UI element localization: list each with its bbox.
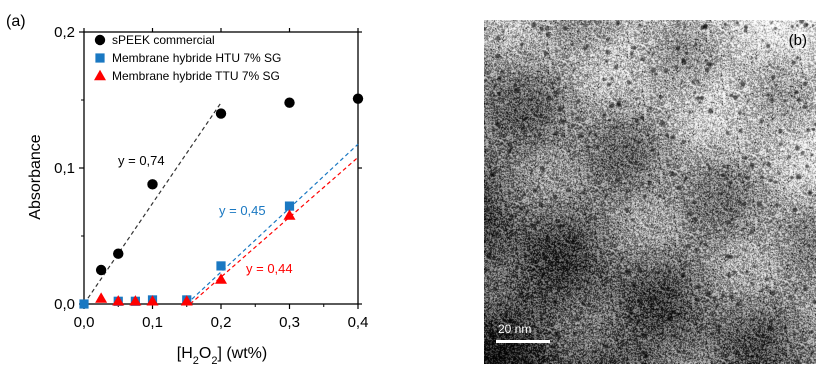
x-tick-label: 0,0 bbox=[74, 314, 95, 331]
panel-b-label: (b) bbox=[787, 32, 808, 49]
fit-label-3: y = 0,44 bbox=[246, 261, 293, 276]
scale-bar-label: 20 nm bbox=[498, 322, 532, 336]
fit-line-1 bbox=[83, 102, 222, 305]
data-point-s3 bbox=[283, 209, 296, 220]
legend-marker-3 bbox=[94, 69, 106, 81]
data-point-s1 bbox=[95, 264, 107, 276]
data-point-s3 bbox=[180, 295, 193, 306]
x-tick-label: 0,2 bbox=[211, 314, 232, 331]
data-point-s1 bbox=[352, 93, 364, 104]
y-tick-label: 0,0 bbox=[54, 296, 75, 313]
data-point-s3 bbox=[146, 295, 159, 306]
legend-label-3: Membrane hybride TTU 7% SG bbox=[112, 69, 280, 83]
legend-label-2: Membrane hybride HTU 7% SG bbox=[112, 51, 281, 65]
tem-image bbox=[484, 20, 816, 364]
data-point-s2 bbox=[216, 261, 226, 271]
data-point-s1 bbox=[113, 248, 124, 259]
y-tick-label: 0,2 bbox=[54, 24, 75, 41]
scale-bar bbox=[496, 340, 550, 343]
absorbance-chart: (a) 0,0 0,1 0,2 0,3 0,4 0,0 0,1 0,2 y = 0,74 y = … bbox=[6, 13, 368, 364]
data-point-s1 bbox=[147, 179, 158, 190]
plot-area: 0,0 0,1 0,2 0,3 0,4 0,0 0,1 0,2 y = 0,74 y = 0,45… bbox=[54, 24, 368, 331]
legend-marker-2 bbox=[95, 53, 105, 63]
panel-a-label: (a) bbox=[6, 13, 26, 30]
data-point-s3 bbox=[112, 295, 125, 306]
x-axis-label: [H2O2] (wt%) bbox=[177, 345, 267, 364]
y-tick-label: 0,1 bbox=[54, 160, 75, 177]
data-point-s3 bbox=[95, 292, 108, 303]
fit-line-2 bbox=[186, 143, 359, 305]
data-point-s1 bbox=[215, 108, 227, 119]
legend-marker-1 bbox=[94, 34, 106, 46]
data-point-s2 bbox=[284, 201, 295, 211]
data-point-s1 bbox=[284, 97, 295, 108]
fit-label-1: y = 0,74 bbox=[118, 153, 165, 168]
fit-label-2: y = 0,45 bbox=[219, 203, 266, 218]
x-tick-label: 0,4 bbox=[348, 314, 369, 331]
data-point-s3 bbox=[215, 273, 227, 284]
y-axis-label: Absorbance bbox=[27, 134, 44, 219]
fit-line-3 bbox=[189, 156, 359, 305]
x-axis-label-text: [H bbox=[177, 345, 193, 362]
legend-label-1: sPEEK commercial bbox=[112, 33, 215, 47]
x-tick-label: 0,3 bbox=[279, 314, 300, 331]
data-point-s3 bbox=[129, 295, 142, 306]
x-tick-label: 0,1 bbox=[142, 314, 163, 331]
data-point-s2 bbox=[79, 299, 89, 309]
tem-micrograph: (b) 20 nm bbox=[484, 20, 816, 364]
